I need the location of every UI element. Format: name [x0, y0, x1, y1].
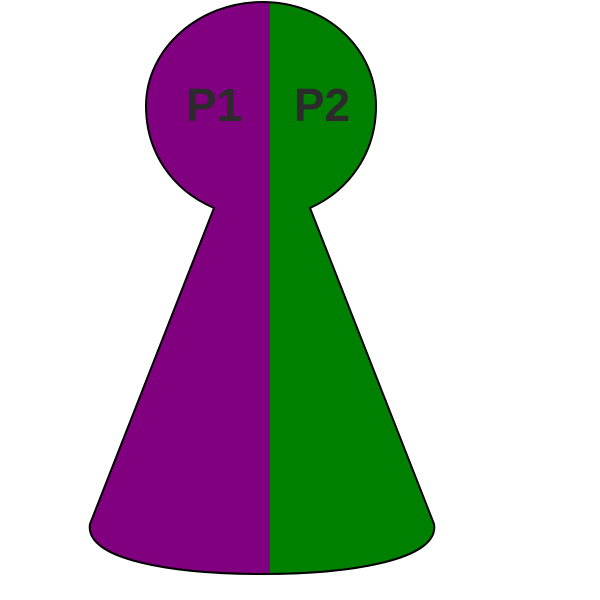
pawn-outline: [88, 0, 436, 576]
player-1-label: P1: [186, 79, 242, 131]
player-2-label: P2: [294, 79, 350, 131]
